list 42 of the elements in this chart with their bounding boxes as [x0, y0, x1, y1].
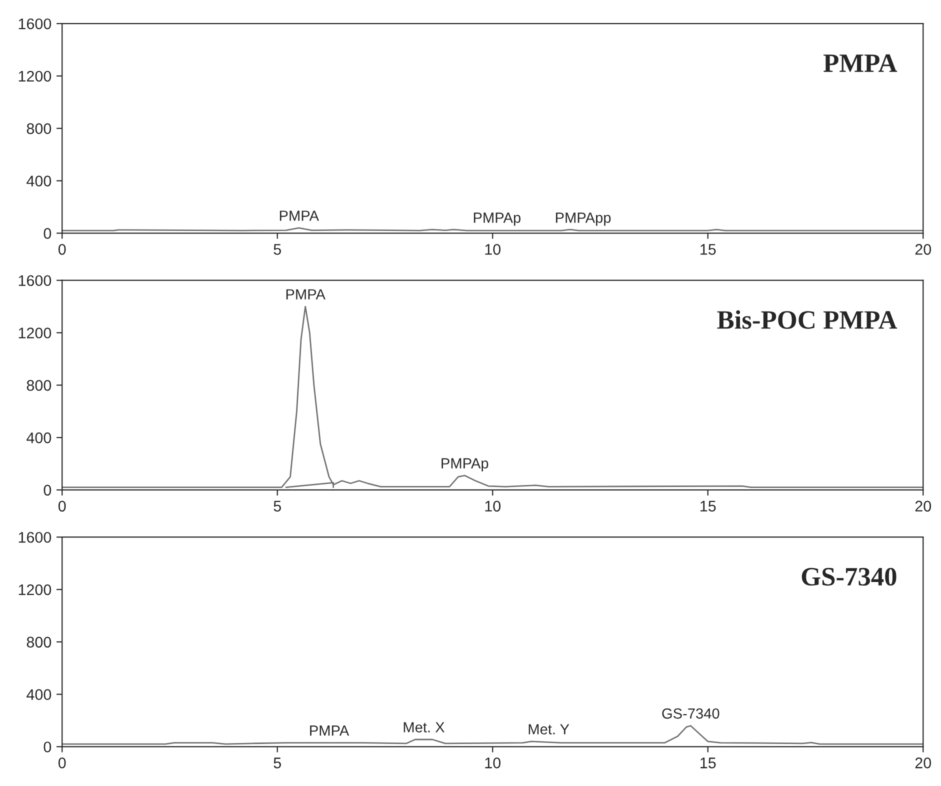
annotation: PMPApp [556, 212, 611, 226]
y-tick-label: 1200 [18, 584, 52, 596]
x-tick-label: 10 [485, 758, 501, 768]
x-tick-label: 15 [700, 500, 716, 512]
annotation: PMPA [286, 289, 326, 300]
x-tick-label: 5 [274, 244, 281, 255]
y-tick-label: 1600 [18, 18, 52, 30]
annotation: PMPAp [474, 212, 520, 226]
x-tick-label: 0 [58, 758, 66, 768]
y-tick-label: 0 [44, 484, 52, 496]
x-tick-label: 20 [915, 244, 932, 255]
x-tick-label: 5 [274, 500, 281, 512]
x-tick-label: 15 [700, 758, 716, 768]
x-tick-label: 5 [274, 758, 281, 768]
x-tick-label: 10 [485, 500, 501, 512]
annotation: GS-7340 [662, 708, 720, 719]
y-tick-label: 1600 [18, 275, 52, 286]
y-tick-label: 0 [44, 228, 52, 239]
y-tick-label: 800 [26, 123, 52, 134]
y-tick-label: 0 [44, 742, 52, 752]
x-tick-label: 0 [58, 500, 66, 512]
annotation: PMPA [310, 726, 350, 736]
y-tick-label: 1200 [18, 70, 52, 82]
text: GS-7340 [802, 568, 896, 586]
annotation: Met. Y [528, 724, 570, 734]
x-tick-label: 15 [700, 244, 716, 255]
y-tick-label: 400 [26, 432, 52, 444]
x-tick-label: 20 [915, 500, 932, 512]
annotation: Met. X [404, 722, 444, 732]
text: Bis-POC PMPA [717, 310, 898, 329]
y-tick-label: 800 [26, 636, 52, 648]
annotation: PMPAp [442, 458, 488, 472]
annotation: PMPA [280, 210, 319, 221]
x-tick-label: 0 [58, 244, 66, 255]
y-tick-label: 400 [26, 689, 52, 700]
y-tick-label: 1600 [18, 532, 52, 543]
y-tick-label: 400 [26, 176, 52, 186]
y-tick-label: 800 [26, 380, 52, 391]
x-tick-label: 10 [485, 244, 501, 255]
text: PMPA [823, 54, 898, 72]
y-tick-label: 1200 [18, 328, 52, 338]
x-tick-label: 20 [915, 758, 932, 768]
